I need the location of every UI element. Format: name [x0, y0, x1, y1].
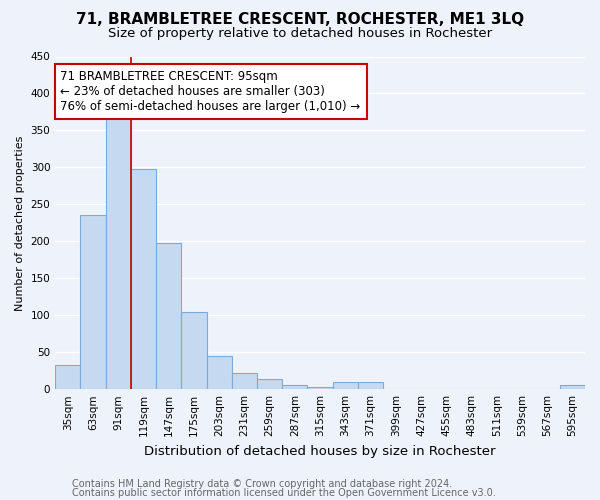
Bar	[282, 386, 307, 389]
Bar	[307, 387, 332, 389]
Bar	[80, 214, 106, 389]
Bar	[358, 382, 383, 389]
Bar	[232, 373, 257, 389]
Bar	[206, 356, 232, 389]
Text: 71, BRAMBLETREE CRESCENT, ROCHESTER, ME1 3LQ: 71, BRAMBLETREE CRESCENT, ROCHESTER, ME1…	[76, 12, 524, 28]
Bar	[257, 379, 282, 389]
Bar	[131, 169, 156, 389]
Bar	[106, 116, 131, 389]
Bar	[156, 243, 181, 389]
X-axis label: Distribution of detached houses by size in Rochester: Distribution of detached houses by size …	[145, 444, 496, 458]
Text: Size of property relative to detached houses in Rochester: Size of property relative to detached ho…	[108, 28, 492, 40]
Bar	[181, 312, 206, 389]
Y-axis label: Number of detached properties: Number of detached properties	[15, 135, 25, 310]
Bar	[560, 386, 585, 389]
Bar	[332, 382, 358, 389]
Text: Contains public sector information licensed under the Open Government Licence v3: Contains public sector information licen…	[72, 488, 496, 498]
Text: Contains HM Land Registry data © Crown copyright and database right 2024.: Contains HM Land Registry data © Crown c…	[72, 479, 452, 489]
Bar	[55, 365, 80, 389]
Text: 71 BRAMBLETREE CRESCENT: 95sqm
← 23% of detached houses are smaller (303)
76% of: 71 BRAMBLETREE CRESCENT: 95sqm ← 23% of …	[61, 70, 361, 113]
